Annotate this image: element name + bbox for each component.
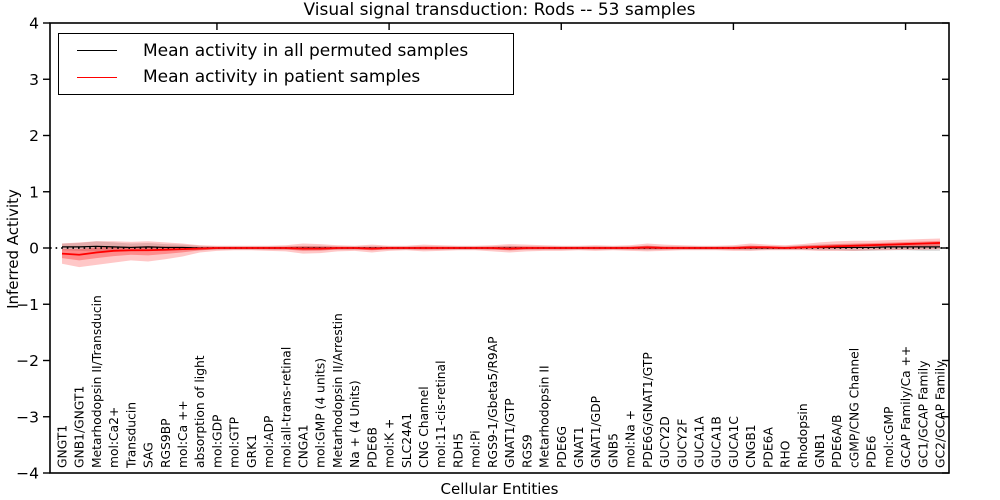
x-category-label: mol:GMP (4 units) (314, 358, 328, 468)
x-category-label: RHO (779, 441, 793, 468)
x-category-label: GNB1 (813, 433, 827, 468)
x-category-label: SLC24A1 (400, 413, 414, 468)
y-axis-label: Inferred Activity (4, 189, 22, 309)
x-category-label: Metarhodopsin II (538, 365, 552, 468)
x-category-label: RGS9 (520, 434, 534, 468)
x-category-label: mol:GDP (210, 415, 224, 468)
y-tick-label: 2 (29, 127, 39, 145)
y-tick-label: 4 (29, 15, 39, 33)
x-category-label: Na + (4 Units) (348, 380, 362, 468)
y-tick-label: 3 (29, 71, 39, 89)
legend-line-black (77, 50, 117, 52)
patient-band-outer (62, 238, 940, 268)
x-category-label: RGS9-1/Gbeta5/R9AP (486, 336, 500, 468)
x-category-label: Metarhodopsin II/Transducin (90, 295, 104, 468)
x-category-label: absorption of light (193, 355, 207, 468)
x-category-label: mol:cGMP (882, 407, 896, 468)
x-category-label: GC2/GCAP Family (934, 360, 948, 468)
y-tick-label: 1 (29, 183, 39, 201)
legend: Mean activity in all permuted samples Me… (58, 33, 514, 95)
x-category-label: mol:K + (383, 419, 397, 468)
y-tick-label: −3 (16, 408, 39, 426)
x-category-label: PDE6A (761, 427, 775, 468)
x-axis-label: Cellular Entities (440, 480, 559, 498)
x-category-label: Rhodopsin (796, 403, 810, 468)
x-category-label: RGS9BP (159, 418, 173, 468)
x-category-label: CNGB1 (744, 424, 758, 468)
x-category-label: GUCA1B (710, 416, 724, 468)
x-category-label: CNGA1 (297, 424, 311, 468)
x-category-label: PDE6A/B (830, 415, 844, 468)
x-category-label: GCAP Family/Ca ++ (899, 346, 913, 468)
x-category-label: GC1/GCAP Family (916, 360, 930, 468)
x-category-label: PDE6 (865, 435, 879, 468)
x-category-label: PDE6G (555, 426, 569, 468)
y-tick-label: −4 (16, 465, 39, 483)
x-category-label: mol:Na + (624, 410, 638, 468)
legend-label-patient: Mean activity in patient samples (143, 67, 421, 88)
x-category-label: PDE6B (365, 427, 379, 468)
legend-label-permuted: Mean activity in all permuted samples (143, 40, 469, 61)
x-category-label: mol:11-cis-retinal (434, 360, 448, 468)
chart-title: Visual signal transduction: Rods -- 53 s… (303, 0, 696, 20)
y-tick-label: 0 (29, 240, 39, 258)
x-category-label: mol:all-trans-retinal (279, 347, 293, 468)
x-category-label: mol:GTP (228, 417, 242, 468)
legend-item-patient: Mean activity in patient samples (77, 67, 513, 87)
x-category-label: mol:Pi (469, 430, 483, 468)
x-category-label: Metarhodopsin II/Arrestin (331, 313, 345, 468)
x-category-label: GUCY2F (675, 419, 689, 468)
patient-mean-line (61, 242, 941, 256)
legend-item-permuted: Mean activity in all permuted samples (77, 41, 513, 61)
legend-line-red (77, 76, 117, 78)
x-category-label: mol:Ca2+ (107, 407, 121, 468)
x-category-label: RDH5 (451, 433, 465, 468)
y-tick-label: −2 (16, 352, 39, 370)
x-category-label: GNAT1/GDP (589, 396, 603, 468)
x-category-label: SAG (142, 442, 156, 468)
y-tick-label: −1 (16, 296, 39, 314)
x-category-label: cGMP/CNG Channel (847, 348, 861, 468)
x-category-label: GNAT1/GTP (503, 398, 517, 468)
x-category-label: mol:ADP (262, 416, 276, 468)
x-category-label: GUCA1C (727, 416, 741, 468)
x-category-label: Transducin (124, 402, 138, 469)
x-category-label: GNB1/GNGT1 (73, 386, 87, 468)
x-category-label: GUCA1A (692, 416, 706, 468)
x-category-label: GNGT1 (56, 425, 70, 468)
x-category-label: GNAT1 (572, 426, 586, 468)
x-category-label: mol:Ca ++ (176, 400, 190, 468)
x-category-label: GNB5 (606, 433, 620, 468)
x-category-label: GUCY2D (658, 416, 672, 468)
x-category-label: GRK1 (245, 434, 259, 468)
x-category-label: CNG Channel (417, 386, 431, 468)
x-category-label: PDE6G/GNAT1/GTP (641, 352, 655, 468)
